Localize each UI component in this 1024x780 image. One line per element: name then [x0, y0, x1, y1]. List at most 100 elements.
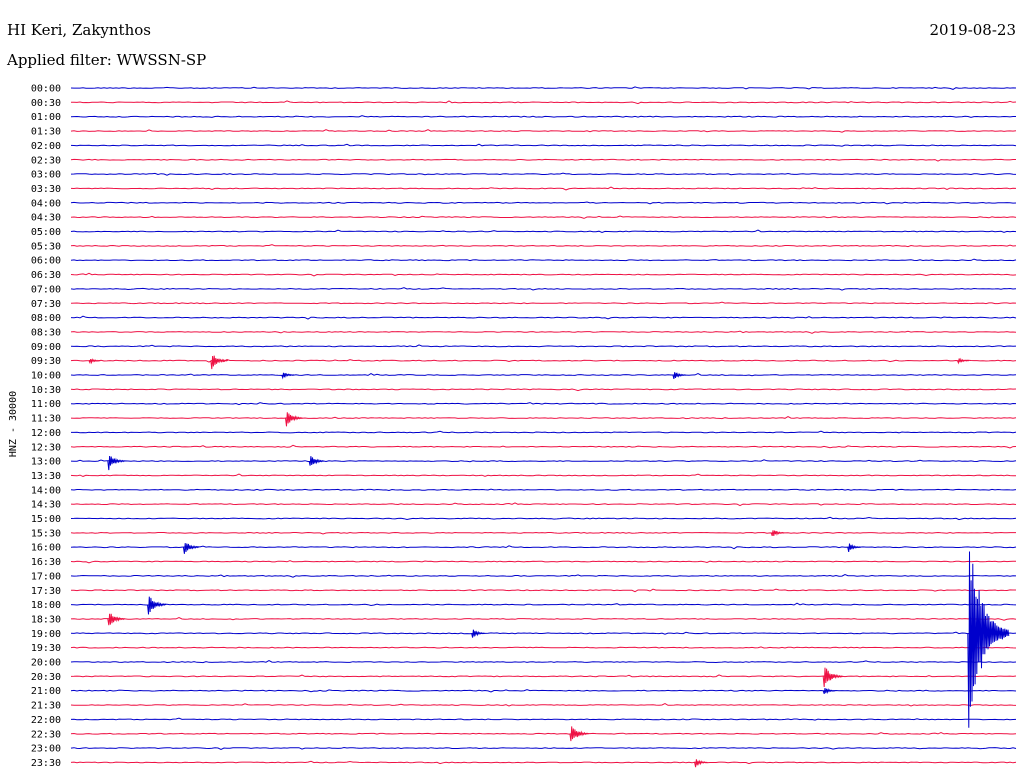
trace-line-1400: [70, 488, 1017, 492]
trace-line-0400: [70, 201, 1017, 205]
trace-line-2200: [70, 717, 1017, 721]
trace-line-2300: [70, 746, 1017, 751]
event-waveform: [822, 667, 843, 688]
tick-label: 18:00: [31, 600, 61, 611]
event-waveform: [822, 688, 836, 695]
trace-line-1930: [70, 646, 1017, 649]
tick-label: 11:00: [31, 399, 61, 410]
tick-label: 19:00: [31, 629, 61, 640]
event-waveform: [107, 613, 126, 626]
trace-line-0330: [70, 186, 1017, 191]
tick-label: 14:00: [31, 485, 61, 496]
trace-line-1730: [70, 588, 1016, 593]
tick-label: 05:00: [31, 227, 61, 238]
tick-label: 20:00: [31, 658, 61, 669]
event-waveform: [308, 456, 324, 466]
tick-label: 09:00: [31, 342, 61, 353]
tick-label: 13:00: [31, 457, 61, 468]
tick-label: 22:30: [31, 729, 61, 740]
filter-label: Applied filter: WWSSN-SP: [7, 51, 207, 69]
trace-line-2230: [70, 731, 1017, 735]
tick-label: 17:30: [31, 586, 61, 597]
tick-label: 12:00: [31, 428, 61, 439]
event-waveform: [847, 543, 861, 553]
trace-line-2330: [70, 760, 1017, 765]
tick-label: 03:00: [31, 170, 61, 181]
tick-label: 20:30: [31, 672, 61, 683]
tick-label: 13:30: [31, 471, 61, 482]
trace-line-0800: [70, 315, 1017, 320]
trace-line-1430: [70, 502, 1017, 507]
tick-label: 18:30: [31, 614, 61, 625]
tick-labels: 00:00 00:30 01:00 01:30 02:00 02:30 03:00 03:30…: [31, 84, 61, 769]
trace-line-1130: [70, 416, 1017, 420]
tick-label: 10:30: [31, 385, 61, 396]
tick-label: 02:00: [31, 141, 61, 152]
event-waveform: [107, 455, 126, 471]
trace-line-0200: [70, 143, 1017, 147]
trace-line-0730: [70, 301, 1017, 305]
trace-line-1000: [70, 373, 1017, 377]
event-waveform: [956, 357, 969, 365]
tick-label: 08:30: [31, 327, 61, 338]
trace-line-1300: [70, 459, 1017, 463]
tick-label: 02:30: [31, 155, 61, 166]
trace-line-1500: [70, 516, 1017, 521]
trace-line-0530: [70, 244, 1017, 248]
tick-label: 11:30: [31, 414, 61, 425]
tick-label: 12:30: [31, 442, 61, 453]
tick-label: 15:00: [31, 514, 61, 525]
tick-label: 01:30: [31, 127, 61, 138]
y-axis-label: HNZ - 30000: [8, 391, 19, 457]
trace-line-1230: [70, 444, 1017, 449]
event-waveform: [285, 412, 303, 427]
trace-line-1330: [70, 473, 1016, 477]
tick-label: 19:30: [31, 643, 61, 654]
event-waveform: [88, 358, 101, 365]
trace-line-0430: [70, 215, 1017, 219]
tick-label: 03:30: [31, 184, 61, 195]
tick-label: 16:30: [31, 557, 61, 568]
tick-label: 05:30: [31, 241, 61, 252]
trace-line-0630: [70, 272, 1017, 277]
trace-line-0830: [70, 330, 1017, 334]
tick-label: 01:00: [31, 112, 61, 123]
plot-date: 2019-08-23: [929, 21, 1016, 39]
trace-line-0230: [70, 158, 1016, 162]
trace-line-1630: [70, 560, 1016, 564]
tick-label: 10:00: [31, 371, 61, 382]
event-waveform: [694, 759, 708, 768]
trace-line-1200: [71, 430, 1017, 434]
trace-line-2000: [70, 660, 1017, 664]
trace-line-0030: [70, 100, 1017, 105]
trace-line-1700: [70, 573, 1017, 578]
trace-line-1530: [70, 531, 1016, 535]
event-waveform: [569, 726, 589, 742]
tick-label: 23:00: [31, 744, 61, 755]
trace-line-0700: [70, 287, 1017, 291]
event-waveform: [210, 355, 229, 370]
trace-line-1830: [70, 616, 1017, 621]
trace-line-0600: [70, 258, 1017, 262]
tick-label: 09:30: [31, 356, 61, 367]
trace-line-1100: [70, 402, 1017, 406]
trace-line-1800: [70, 602, 1017, 607]
trace-line-0000: [70, 86, 1017, 90]
trace-line-2130: [70, 703, 1017, 707]
trace-line-1600: [70, 545, 1017, 550]
trace-line-1900: [70, 631, 1017, 635]
trace-line-2030: [70, 674, 1017, 678]
trace-line-0100: [70, 115, 1016, 118]
trace-line-0500: [70, 229, 1017, 234]
trace-line-2100: [70, 689, 1017, 693]
tick-label: 14:30: [31, 500, 61, 511]
tick-label: 23:30: [31, 758, 61, 769]
tick-label: 07:00: [31, 284, 61, 295]
event-waveform: [147, 596, 167, 615]
tick-label: 22:00: [31, 715, 61, 726]
event-waveform: [967, 551, 1010, 728]
station-title: HI Keri, Zakynthos: [7, 21, 151, 39]
tick-label: 00:00: [31, 84, 61, 95]
tick-label: 08:00: [31, 313, 61, 324]
